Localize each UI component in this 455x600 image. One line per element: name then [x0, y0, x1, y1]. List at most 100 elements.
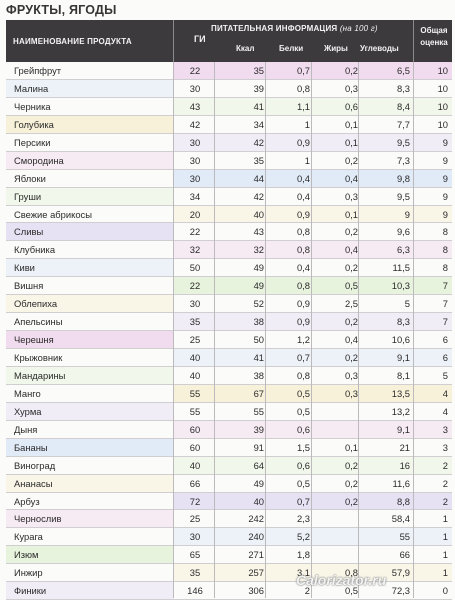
fat-value: 0,2 [344, 459, 358, 471]
carbs-value: 8,8 [396, 495, 410, 507]
protein-value: 0,8 [296, 226, 310, 238]
carbs-value: 11,5 [392, 262, 410, 274]
gi-value: 40 [189, 352, 201, 363]
row-tint [174, 133, 452, 151]
score-value: 8 [442, 262, 448, 274]
kcal-value: 40 [253, 208, 264, 220]
protein-value: 0,5 [296, 477, 310, 489]
protein-value: 1,8 [296, 549, 310, 561]
carbs-value: 8,4 [396, 100, 410, 112]
protein-value: 0,4 [296, 190, 310, 202]
gi-value: 40 [189, 369, 201, 381]
carbs-value: 58,4 [391, 513, 410, 525]
fat-value: 0,4 [344, 172, 358, 184]
kcal-value: 32 [253, 244, 264, 256]
protein-value: 1 [304, 118, 310, 130]
row-tint [6, 546, 174, 564]
fat-value: 0,3 [344, 82, 358, 94]
product-name: Груши [14, 190, 42, 202]
score-value: 9 [442, 208, 448, 220]
column-header-kcal: Ккал [236, 44, 255, 53]
carbs-value: 55 [399, 531, 410, 543]
nutrition-unit: (на 100 г) [339, 24, 378, 33]
fat-value: 0,2 [344, 495, 358, 507]
table-row: Клубника 32 32 0,8 0,4 6,3 8 [6, 241, 452, 260]
row-tint [174, 384, 452, 402]
watermark: Calorizator.ru [296, 572, 387, 588]
fat-value: 0,3 [344, 190, 358, 202]
protein-value: 0,9 [296, 136, 310, 148]
table-row: Облепиха 30 52 0,9 2,5 5 7 [6, 295, 452, 314]
product-name: Ананасы [14, 477, 53, 489]
product-name: Манго [14, 387, 41, 399]
table-row: Бананы 60 91 1,5 0,1 21 3 [6, 438, 452, 457]
kcal-value: 42 [253, 136, 264, 148]
gi-value: 55 [189, 387, 201, 399]
kcal-value: 42 [253, 190, 264, 202]
product-name: Облепиха [14, 298, 58, 310]
table-row: Малина 30 39 0,8 0,3 8,3 10 [6, 79, 452, 98]
protein-value: 5,2 [296, 531, 310, 543]
fat-value: 0,8 [344, 567, 358, 579]
product-name: Бананы [14, 441, 48, 453]
protein-value: 2,3 [296, 513, 310, 525]
kcal-value: 91 [253, 441, 264, 453]
carbs-value: 66 [399, 549, 410, 561]
gi-value: 20 [189, 208, 201, 220]
table-row: Изюм 65 271 1,8 66 1 [6, 546, 452, 565]
kcal-value: 38 [253, 369, 264, 381]
score-value: 4 [442, 405, 448, 417]
product-name: Хурма [14, 405, 42, 417]
column-header-protein: Белки [279, 44, 304, 53]
score-value: 8 [442, 226, 448, 238]
table-row: Виноград 40 64 0,6 0,2 16 2 [6, 456, 452, 475]
table-row: Арбуз 72 40 0,7 0,2 8,8 2 [6, 492, 452, 511]
protein-value: 0,6 [296, 423, 310, 435]
carbs-value: 57,9 [391, 567, 410, 579]
gi-value: 65 [189, 549, 201, 561]
fat-value: 0,1 [344, 136, 358, 148]
product-name: Изюм [14, 549, 39, 561]
gi-value: 30 [189, 298, 201, 310]
fat-value: 0,2 [344, 65, 358, 76]
header-divider [413, 20, 414, 62]
product-name: Свежие абрикосы [14, 208, 92, 220]
row-tint [174, 564, 452, 582]
carbs-value: 13,5 [391, 387, 410, 399]
row-tint [174, 277, 452, 295]
row-tint [6, 79, 174, 97]
score-value: 2 [442, 477, 448, 489]
carbs-value: 9,5 [396, 190, 410, 202]
carbs-value: 13,2 [391, 405, 410, 417]
table-row: Яблоки 30 44 0,4 0,4 9,8 9 [6, 169, 452, 188]
product-name: Голубика [14, 118, 54, 130]
row-tint [6, 366, 174, 384]
carbs-value: 6,5 [396, 65, 410, 76]
table-row: Черешня 25 50 1,2 0,4 10,6 6 [6, 331, 452, 349]
kcal-value: 34 [253, 118, 264, 130]
fat-value: 0,2 [344, 477, 358, 489]
column-header-name: НАИМЕНОВАНИЕ ПРОДУКТА [13, 37, 132, 46]
carbs-value: 9 [404, 208, 410, 220]
protein-value: 1,2 [296, 334, 310, 346]
table-row: Дыня 60 39 0,6 9,1 3 [6, 420, 452, 439]
fat-value: 0,3 [344, 369, 358, 381]
score-label-line1: Общая [420, 26, 448, 35]
table-row: Вишня 22 49 0,8 0,5 10,3 7 [6, 277, 452, 296]
table-row: Смородина 30 35 1 0,2 7,3 9 [6, 151, 452, 170]
score-value: 3 [442, 441, 448, 453]
product-name: Киви [14, 262, 35, 274]
carbs-value: 9,1 [396, 352, 410, 363]
row-tint [6, 474, 174, 492]
product-name: Чернослив [14, 513, 62, 525]
row-tint [6, 438, 174, 456]
carbs-value: 9,8 [396, 172, 410, 184]
row-tint [174, 456, 452, 474]
protein-value: 1 [304, 154, 310, 166]
kcal-value: 257 [248, 567, 264, 579]
gi-value: 60 [189, 441, 201, 453]
row-tint [174, 205, 452, 223]
gi-value: 35 [189, 567, 201, 579]
score-value: 2 [442, 459, 448, 471]
gi-value: 22 [189, 280, 201, 292]
